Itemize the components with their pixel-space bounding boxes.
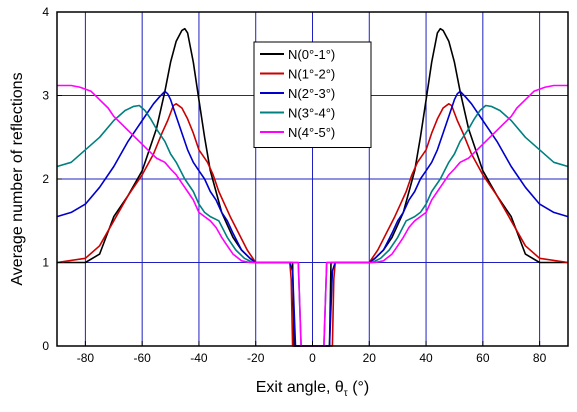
legend-entry: N(2°-3°)	[288, 86, 335, 101]
x-tick-label: 60	[476, 351, 490, 365]
x-axis-label-main: Exit angle, θ	[256, 379, 344, 396]
legend-box	[253, 41, 372, 148]
legend: N(0°-1°) N(1°-2°) N(2°-3°) N(3°-4°) N(4°-5°)	[253, 41, 372, 148]
legend-entry: N(4°-5°)	[288, 125, 335, 140]
legend-entry: N(3°-4°)	[288, 106, 335, 121]
legend-entry: N(1°-2°)	[288, 67, 335, 82]
y-tick-label: 0	[42, 339, 49, 353]
legend-entry: N(0°-1°)	[288, 47, 335, 62]
axis-ticks: -80 -60 -40 -20 0 20 40 60 80 0 1 2 3 4	[42, 5, 546, 365]
x-tick-label: -20	[247, 351, 265, 365]
x-tick-label: -80	[77, 351, 95, 365]
x-tick-label: 80	[533, 351, 547, 365]
y-tick-label: 4	[42, 5, 49, 19]
x-tick-label: -40	[190, 351, 208, 365]
x-tick-label: 20	[363, 351, 377, 365]
x-tick-label: 40	[419, 351, 433, 365]
y-tick-label: 3	[42, 89, 49, 103]
x-axis-label: Exit angle, θτ (°)	[256, 379, 370, 399]
x-axis-label-subscript: τ	[344, 388, 348, 399]
y-tick-label: 2	[42, 172, 49, 186]
x-tick-label: 0	[309, 351, 316, 365]
y-axis-label: Average number of reflections	[9, 72, 26, 285]
x-tick-label: -60	[133, 351, 151, 365]
x-axis-label-unit: (°)	[348, 379, 370, 396]
y-tick-label: 1	[42, 256, 49, 270]
